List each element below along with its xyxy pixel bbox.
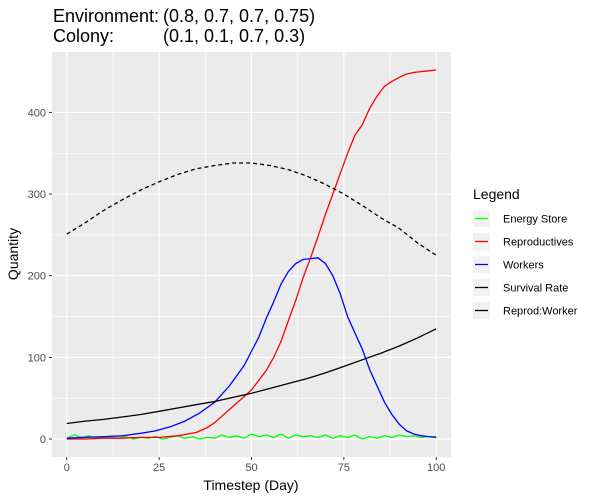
title-env-value: (0.8, 0.7, 0.7, 0.75) (163, 6, 315, 26)
y-tick-label: 0 (40, 434, 46, 446)
legend-label-reproductives: Reproductives (503, 237, 574, 249)
y-tick-label: 400 (28, 107, 46, 119)
y-axis-title: Quantity (5, 228, 21, 280)
title-env-label: Environment: (53, 6, 159, 26)
x-axis-title: Timestep (Day) (203, 477, 298, 493)
y-tick-label: 100 (28, 352, 46, 364)
title-colony-value: (0.1, 0.1, 0.7, 0.3) (163, 26, 305, 46)
legend: Energy Store Reproductives Workers Survival… (473, 210, 578, 319)
x-tick-label: 50 (245, 462, 257, 474)
legend-label-survival-rate: Survival Rate (503, 283, 568, 295)
series-line-workers (66, 257, 437, 439)
x-tick-label: 25 (153, 462, 165, 474)
legend-label-energy-store: Energy Store (503, 214, 567, 226)
series-line-survival-rate (66, 162, 437, 256)
series-line-reprod-worker (66, 328, 437, 425)
y-tick-label: 200 (28, 271, 46, 283)
x-tick-label: 0 (64, 462, 70, 474)
y-tick-label: 300 (28, 189, 46, 201)
x-tick-label: 75 (338, 462, 350, 474)
series-line-reproductives (66, 69, 437, 440)
series-layer (66, 69, 437, 440)
x-tick-label: 100 (427, 462, 445, 474)
title-colony-label: Colony: (53, 26, 114, 46)
legend-title: Legend (473, 186, 520, 202)
legend-label-workers: Workers (503, 260, 544, 272)
legend-label-reprod-worker: Reprod:Worker (503, 306, 578, 318)
ticks-layer: 0 25 50 75 100 0 100 200 300 400 (28, 107, 446, 474)
